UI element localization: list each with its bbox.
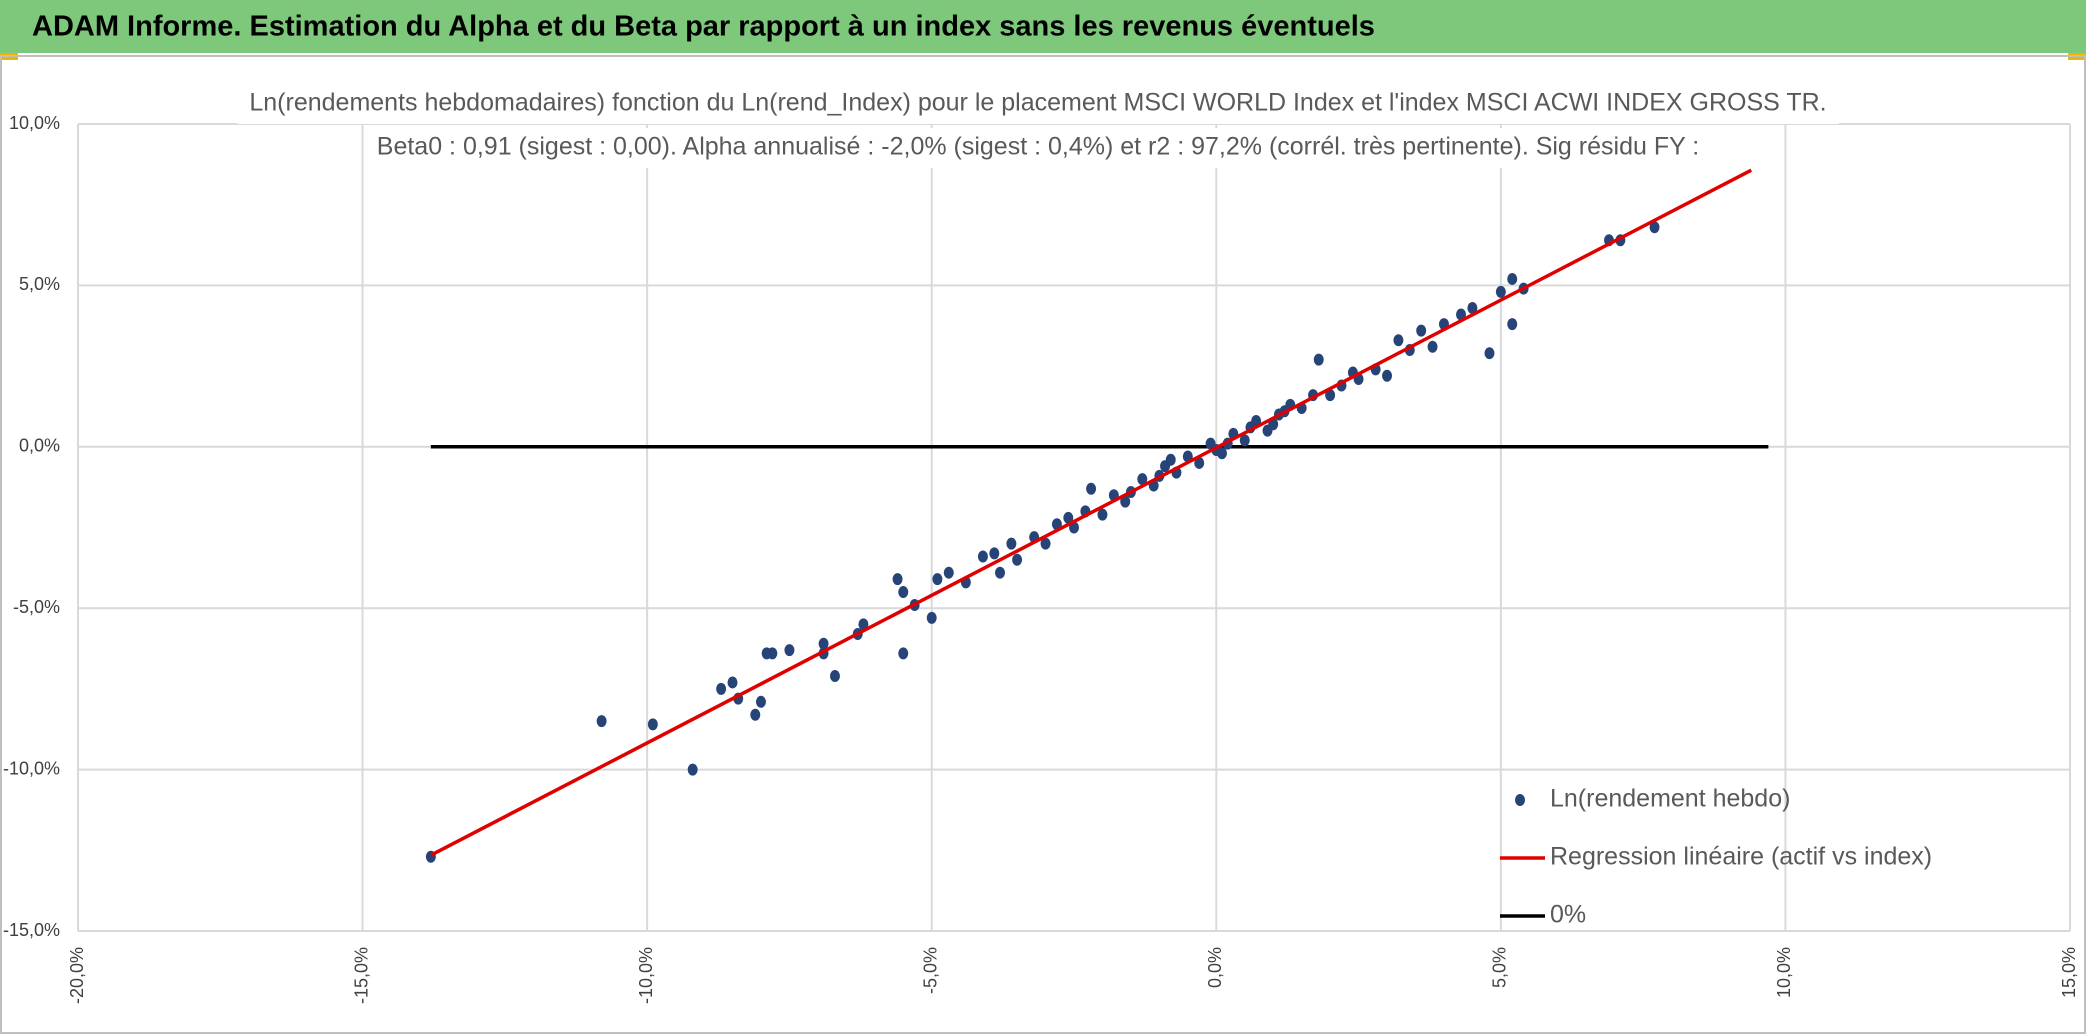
scatter-point: [1194, 456, 1205, 469]
scatter-point: [1456, 308, 1467, 321]
x-tick-label: -10,0%: [636, 947, 656, 1004]
header-bar: [0, 0, 2086, 53]
scatter-point: [926, 611, 937, 624]
y-tick-label: 10,0%: [9, 113, 60, 133]
chart-title: Ln(rendements hebdomadaires) fonction du…: [249, 89, 1826, 117]
x-tick-label: 0,0%: [1205, 947, 1225, 988]
scatter-point: [596, 715, 607, 728]
scatter-point: [1382, 369, 1393, 382]
scatter-point: [1393, 334, 1404, 347]
scatter-point: [1040, 537, 1051, 550]
legend-marker: [1515, 794, 1525, 806]
x-tick-label: 15,0%: [2059, 947, 2079, 998]
x-tick-label: -20,0%: [67, 947, 87, 1004]
scatter-point: [892, 573, 903, 586]
y-tick-label: 0,0%: [19, 436, 60, 456]
scatter-point: [687, 763, 698, 776]
scatter-point: [989, 547, 1000, 560]
y-tick-label: -10,0%: [3, 758, 60, 778]
scatter-point: [1239, 434, 1250, 447]
scatter-point: [1495, 285, 1506, 298]
scatter-point: [1086, 482, 1097, 495]
scatter-point: [1416, 324, 1427, 337]
y-tick-label: 5,0%: [19, 274, 60, 294]
x-tick-label: -15,0%: [351, 947, 371, 1004]
scatter-point: [755, 695, 766, 708]
legend-label: Ln(rendement hebdo): [1550, 785, 1790, 813]
scatter-point: [1467, 301, 1478, 314]
scatter-point: [1063, 511, 1074, 524]
scatter-point: [716, 682, 727, 695]
page-title: ADAM Informe. Estimation du Alpha et du …: [32, 11, 1375, 43]
chart-border: [0, 55, 2086, 1034]
scatter-point: [943, 566, 954, 579]
scatter-point: [898, 647, 909, 660]
scatter-point: [750, 708, 761, 721]
scatter-point: [829, 669, 840, 682]
legend-label: 0%: [1550, 901, 1586, 929]
scatter-point: [858, 618, 869, 631]
scatter-point: [1012, 553, 1023, 566]
scatter-point: [1427, 340, 1438, 353]
scatter-point: [932, 573, 943, 586]
title-bg: [237, 84, 1839, 124]
y-tick-label: -5,0%: [13, 597, 60, 617]
x-tick-label: 10,0%: [1774, 947, 1794, 998]
scatter-point: [818, 637, 829, 650]
x-tick-label: 5,0%: [1490, 947, 1510, 988]
chart-subtitle: Beta0 : 0,91 (sigest : 0,00). Alpha annu…: [377, 133, 1699, 161]
scatter-point: [1165, 453, 1176, 466]
scatter-point: [1137, 473, 1148, 486]
scatter-point: [1484, 347, 1495, 360]
legend-label: Regression linéaire (actif vs index): [1550, 843, 1932, 871]
x-tick-label: -5,0%: [920, 947, 940, 994]
scatter-point: [898, 586, 909, 599]
y-tick-label: -15,0%: [3, 920, 60, 940]
scatter-point: [995, 566, 1006, 579]
scatter-point: [977, 550, 988, 563]
scatter-point: [727, 676, 738, 689]
scatter-point: [767, 647, 778, 660]
scatter-point: [1649, 221, 1660, 234]
scatter-point: [1313, 353, 1324, 366]
line-series: [430, 168, 1753, 857]
title-bg: [364, 128, 1712, 168]
scatter-point: [1507, 272, 1518, 285]
scatter-point: [1325, 389, 1336, 402]
scatter-point: [1006, 537, 1017, 550]
scatter-point: [784, 644, 795, 657]
scatter-point: [1507, 318, 1518, 331]
scatter-point: [647, 718, 658, 731]
scatter-point: [1120, 495, 1131, 508]
scatter-point: [1097, 508, 1108, 521]
scatter-point: [1216, 447, 1227, 460]
